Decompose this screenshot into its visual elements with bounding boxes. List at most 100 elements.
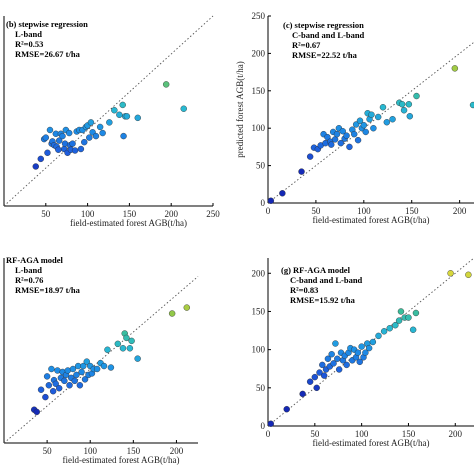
y-tick-label: 200: [252, 48, 266, 58]
data-point: [48, 365, 55, 373]
y-tick-label: 0: [261, 198, 266, 208]
data-point: [126, 345, 134, 352]
data-point: [392, 322, 399, 329]
panel-stat-line: C-band and L-band: [290, 275, 363, 285]
data-point: [337, 139, 345, 147]
panel-stat-line: RMSE=18.97 t/ha: [15, 285, 81, 295]
x-axis-label-b: field-estimated forest AGB(t/ha): [70, 218, 187, 228]
data-point: [87, 119, 95, 126]
data-point: [81, 376, 89, 383]
data-point: [386, 325, 393, 332]
data-point: [398, 101, 406, 108]
x-tick-label: 0: [266, 429, 271, 439]
data-point: [354, 136, 362, 144]
data-point: [412, 309, 420, 317]
x-tick-label: 0: [266, 206, 271, 216]
x-tick-label: 150: [405, 206, 419, 216]
data-point: [69, 140, 76, 147]
data-point: [123, 334, 130, 342]
data-point: [360, 122, 368, 129]
data-point: [333, 130, 341, 138]
data-point: [120, 132, 127, 140]
panel-title-c: (c) stepwise regression: [283, 20, 364, 30]
data-point: [134, 114, 141, 122]
y-tick-label: 200: [252, 268, 266, 278]
data-point: [356, 358, 363, 366]
y-tick-label: 250: [252, 11, 266, 21]
panel-stat-line: L-band: [15, 29, 42, 39]
data-point: [116, 111, 123, 119]
data-point: [469, 101, 474, 109]
data-point: [409, 326, 417, 333]
data-point: [306, 378, 314, 385]
y-tick-label: 50: [256, 161, 266, 171]
data-point: [339, 127, 346, 135]
data-point: [128, 337, 135, 345]
data-point: [405, 101, 413, 108]
data-point: [283, 406, 290, 413]
data-point: [59, 132, 66, 140]
data-point: [55, 137, 63, 144]
panel-title-f: RF-AGA model: [6, 255, 64, 265]
data-point: [123, 113, 131, 120]
x-tick-label: 200: [449, 429, 463, 439]
x-tick-label: 50: [41, 209, 51, 219]
data-point: [71, 377, 78, 385]
data-point: [162, 81, 170, 88]
data-point: [111, 107, 118, 114]
data-point: [397, 308, 405, 315]
x-tick-label: 150: [123, 209, 137, 219]
data-point: [99, 129, 106, 137]
x-tick-label: 200: [164, 209, 178, 219]
data-point: [49, 388, 57, 395]
data-point: [405, 314, 412, 321]
data-point: [351, 130, 358, 138]
data-point: [362, 349, 369, 356]
data-point: [267, 197, 275, 204]
data-point: [380, 328, 388, 335]
y-tick-label: 50: [256, 383, 266, 393]
data-point: [104, 346, 111, 353]
data-point: [334, 355, 341, 362]
data-point: [42, 393, 49, 401]
data-point: [46, 126, 54, 134]
x-axis-label-f: field-estimated forest AGB(t/ha): [63, 455, 180, 465]
panel-stat-line: R²=0.53: [15, 39, 43, 49]
panel-stat-line: RMSE=22.52 t/ha: [292, 50, 358, 60]
data-point: [354, 349, 362, 356]
data-point: [389, 116, 396, 123]
data-point: [332, 340, 339, 347]
panel-title-g: (g) RF-AGA model: [281, 265, 351, 275]
data-point: [119, 101, 126, 109]
data-point: [343, 132, 350, 139]
data-point: [66, 129, 73, 137]
data-point: [379, 104, 387, 111]
data-point: [106, 119, 113, 126]
data-point: [368, 111, 375, 118]
data-point: [319, 361, 326, 369]
data-point: [100, 362, 108, 370]
data-point: [81, 138, 88, 146]
panel-stat-line: R²=0.83: [290, 285, 318, 295]
panel-stat-line: RMSE=15.92 t/ha: [290, 295, 356, 305]
data-point: [352, 121, 360, 128]
data-point: [93, 365, 101, 373]
data-point: [324, 355, 332, 362]
y-tick-label: 150: [252, 306, 266, 316]
panel-stat-line: R²=0.76: [15, 275, 43, 285]
x-tick-label: 250: [206, 209, 220, 219]
panel-stat-line: RMSE=26.67 t/ha: [15, 49, 81, 59]
y-tick-label: 0: [261, 421, 266, 431]
data-point: [369, 338, 377, 346]
data-point: [55, 146, 62, 153]
x-axis-label-g: field-estimated forest AGB(t/ha): [313, 438, 430, 448]
data-point: [119, 345, 127, 352]
data-point: [78, 368, 85, 376]
data-point: [52, 380, 59, 387]
data-point: [114, 340, 122, 348]
y-axis-label-c: predicted forest AGB(t/ha): [235, 61, 245, 157]
data-point: [298, 168, 305, 175]
data-point: [37, 386, 45, 393]
